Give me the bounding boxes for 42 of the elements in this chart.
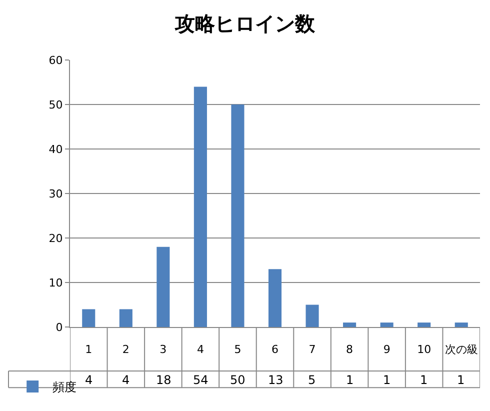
y-tick-label: 20: [48, 232, 63, 245]
bar: [82, 309, 96, 327]
y-tick-label: 10: [48, 276, 63, 290]
x-tick-label: 7: [308, 343, 316, 356]
bar: [194, 86, 207, 327]
y-tick-label: 50: [48, 98, 63, 112]
bar: [156, 246, 170, 327]
x-tick-label: 9: [383, 343, 390, 356]
x-tick-label: 1: [85, 343, 92, 356]
y-tick-label: 60: [48, 54, 63, 67]
x-tick-label: 4: [196, 343, 204, 356]
data-label: 4: [122, 373, 130, 387]
x-tick-label: 8: [346, 343, 354, 356]
x-tick-label: 次の級: [444, 343, 478, 356]
data-label: 54: [193, 373, 208, 387]
data-label: 13: [268, 373, 284, 387]
data-label: 5: [308, 373, 316, 387]
data-label: 1: [383, 373, 391, 387]
data-label: 1: [346, 373, 354, 387]
bar: [380, 322, 394, 327]
x-tick-label: 3: [160, 343, 167, 356]
data-label: 1: [420, 373, 428, 387]
x-tick-label: 5: [234, 343, 242, 356]
legend-label: 頻度: [52, 380, 77, 394]
y-tick-label: 0: [56, 320, 63, 334]
x-tick-label: 2: [122, 343, 130, 356]
data-label: 50: [230, 373, 246, 387]
bar: [119, 309, 132, 327]
data-label: 1: [457, 373, 465, 387]
chart-title: 攻略ヒロイン数: [174, 11, 316, 36]
y-tick-label: 40: [48, 142, 63, 156]
x-tick-label: 10: [417, 343, 432, 356]
y-tick-label: 30: [48, 187, 63, 200]
data-label: 18: [156, 373, 172, 387]
bar: [268, 269, 282, 327]
bar: [343, 322, 356, 327]
bar: [231, 104, 244, 327]
bar: [454, 322, 468, 327]
bar: [418, 322, 431, 327]
bar: [306, 304, 319, 327]
x-tick-label: 6: [272, 343, 278, 356]
data-label: 4: [85, 373, 93, 387]
